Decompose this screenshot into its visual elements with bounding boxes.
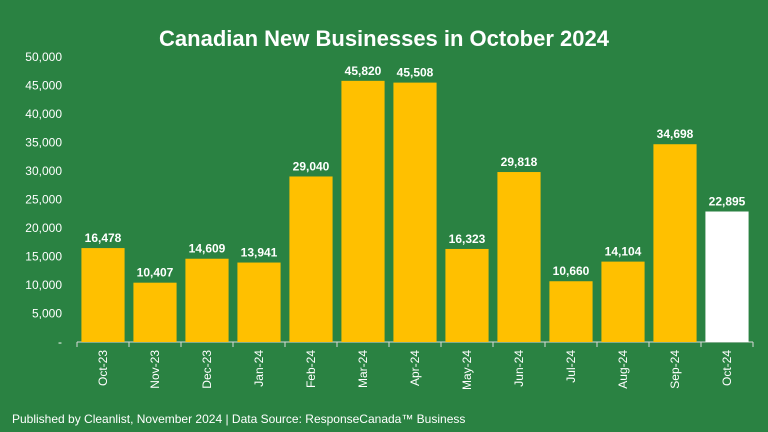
data-label: 45,820 [345,64,382,78]
data-label: 10,660 [553,264,590,278]
bar [341,80,385,343]
data-label: 45,508 [397,66,434,80]
bar [185,258,229,342]
data-label: 10,407 [137,266,174,280]
bar [289,176,333,342]
x-tick-label: Aug-24 [616,350,630,389]
y-tick-label: 45,000 [25,79,62,93]
y-tick-label: 10,000 [25,278,62,292]
x-tick-label: Dec-23 [200,350,214,389]
y-tick-label: 40,000 [25,107,62,121]
y-tick-label: - [58,335,62,349]
bars-group: 16,478 10,407 14,609 13,941 29,040 45,820 45,5… [81,64,749,343]
x-tick-label: Sep-24 [668,350,682,389]
x-tick-label: Mar-24 [356,350,370,388]
x-tick-label: Nov-23 [148,350,162,389]
data-label: 34,698 [657,127,694,141]
bar [81,248,125,342]
x-tick-label: Feb-24 [304,350,318,388]
bar [549,281,593,342]
x-tick-label: Jun-24 [512,350,526,387]
y-tick-label: 35,000 [25,136,62,150]
y-tick-label: 30,000 [25,164,62,178]
x-tick-label: Apr-24 [408,350,422,386]
bar [705,211,749,342]
bar [653,144,697,342]
data-label: 22,895 [709,194,746,208]
x-tick-label: Oct-23 [96,350,110,386]
chart-title: Canadian New Businesses in October 2024 [159,26,609,51]
data-label: 29,818 [501,155,538,169]
y-axis: - 5,000 10,000 15,000 20,000 25,000 30,000 35,0… [25,50,62,349]
x-axis: Oct-23 Nov-23 Dec-23 Jan-24 Feb-24 Mar-24 Apr-… [76,341,754,390]
bar [393,82,437,342]
x-tick-label: Oct-24 [720,350,734,386]
y-tick-label: 50,000 [25,50,62,64]
data-label: 14,104 [605,245,642,259]
y-tick-label: 15,000 [25,250,62,264]
y-tick-label: 25,000 [25,193,62,207]
data-label: 14,609 [189,242,226,256]
x-tick-label: Jul-24 [564,350,578,383]
data-label: 16,323 [449,232,486,246]
bar [237,262,281,342]
data-label: 29,040 [293,159,330,173]
y-tick-label: 5,000 [32,307,62,321]
bar [445,248,489,342]
bar [133,282,177,342]
bar [497,172,541,342]
data-label: 13,941 [241,246,278,260]
footer-note: Published by Cleanlist, November 2024 | … [12,412,466,426]
y-tick-label: 20,000 [25,221,62,235]
data-label: 16,478 [85,231,122,245]
x-tick-label: May-24 [460,350,474,390]
x-tick-label: Jan-24 [252,350,266,387]
bar [601,261,645,342]
